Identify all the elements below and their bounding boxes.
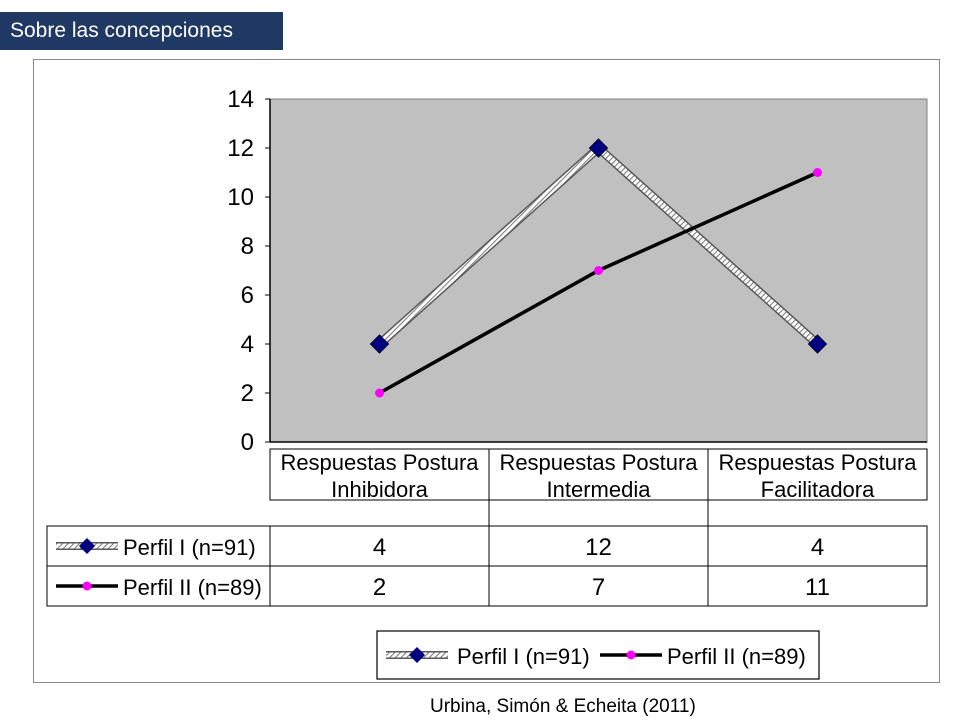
- data-point-circle: [375, 388, 384, 398]
- category-label: Facilitadora: [761, 477, 875, 502]
- legend-diamond-marker: [409, 647, 425, 663]
- data-point-diamond: [807, 334, 828, 354]
- category-label: Intermedia: [547, 477, 652, 502]
- legend-item-label: Perfil II (n=89): [667, 644, 806, 669]
- data-point-diamond: [588, 138, 609, 158]
- table-value: 4: [811, 534, 824, 561]
- data-point-circle: [813, 168, 822, 177]
- category-label: Respuestas Postura: [499, 450, 698, 475]
- category-label: Respuestas Postura: [280, 450, 479, 475]
- table-value: 7: [592, 574, 605, 601]
- table-header-row: [269, 448, 928, 501]
- y-tick-label: 6: [241, 282, 254, 309]
- table-series-label: Perfil I (n=91): [123, 535, 256, 560]
- category-label: Inhibidora: [331, 477, 428, 502]
- table-value: 4: [373, 534, 386, 561]
- legend-item-label: Perfil I (n=91): [457, 644, 590, 669]
- y-tick-label: 0: [241, 429, 254, 456]
- table-value: 2: [373, 574, 386, 601]
- legend: [376, 630, 820, 680]
- citation: Urbina, Simón & Echeita (2011): [430, 696, 696, 717]
- table-value: 11: [805, 574, 830, 601]
- category-label: Respuestas Postura: [718, 450, 917, 475]
- y-tick-label: 10: [227, 184, 254, 211]
- y-tick-label: 8: [241, 233, 254, 260]
- legend-diamond-marker: [79, 538, 95, 554]
- chart-frame: [33, 59, 940, 683]
- data-point-diamond: [369, 334, 390, 354]
- table-value: 12: [585, 534, 612, 561]
- y-tick-label: 4: [241, 331, 254, 358]
- y-tick-label: 12: [227, 135, 254, 162]
- y-tick-label: 2: [241, 380, 254, 407]
- data-point-circle: [594, 266, 603, 275]
- table-series-label: Perfil II (n=89): [123, 575, 262, 600]
- y-tick-label: 14: [227, 86, 254, 113]
- slide-title: Sobre las concepciones: [0, 12, 283, 50]
- legend-circle-marker: [82, 581, 92, 591]
- legend-circle-marker: [626, 650, 636, 660]
